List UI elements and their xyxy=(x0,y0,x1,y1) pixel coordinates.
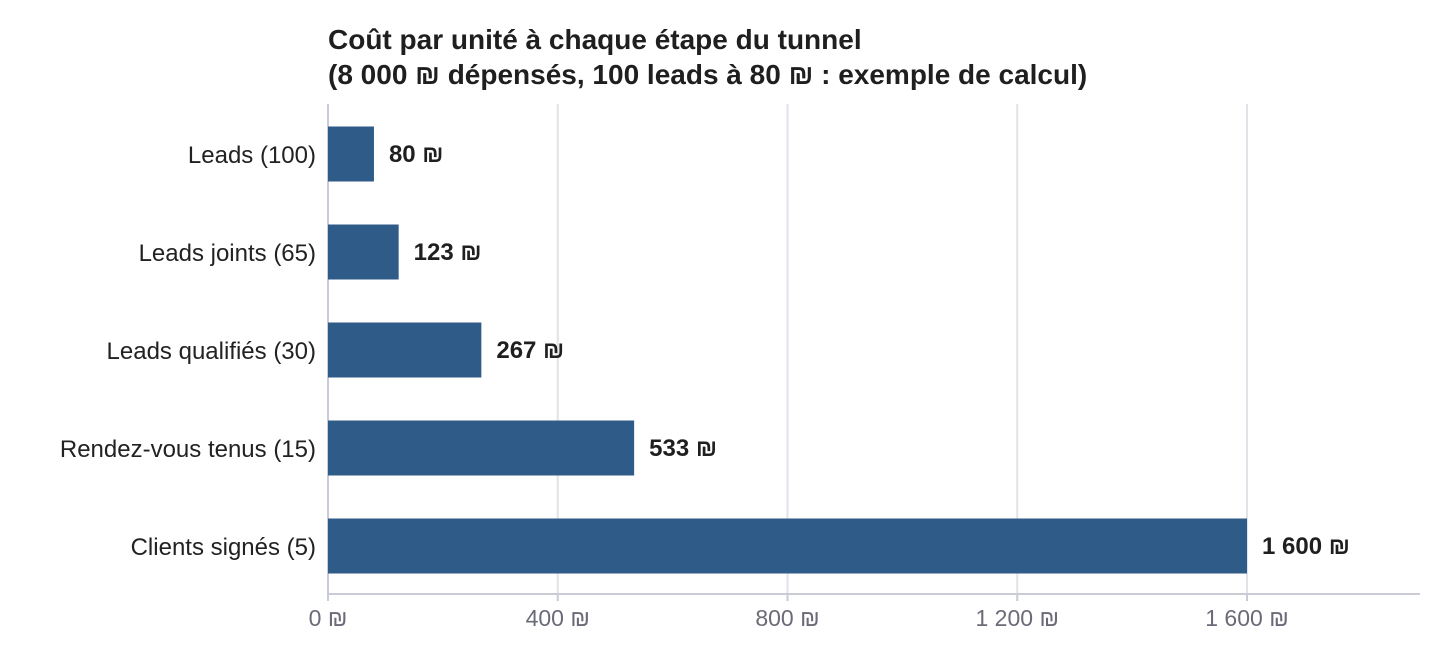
category-label-3: Rendez-vous tenus (15) xyxy=(60,436,316,463)
x-tick-label-4: 1 600 ₪ xyxy=(1205,605,1288,631)
chart-title-line: Coût par unité à chaque étape du tunnel xyxy=(328,24,862,55)
value-label-4: 1 600 ₪ xyxy=(1262,533,1350,560)
bar-3 xyxy=(328,420,635,476)
category-label-4: Clients signés (5) xyxy=(131,534,316,561)
category-label-2: Leads qualifiés (30) xyxy=(107,338,316,365)
x-tick-label-2: 800 ₪ xyxy=(755,605,819,631)
bar-4 xyxy=(328,518,1247,574)
bar-0 xyxy=(328,126,374,182)
category-label-0: Leads (100) xyxy=(188,142,316,169)
x-tick-label-1: 400 ₪ xyxy=(526,605,590,631)
value-label-2: 267 ₪ xyxy=(496,337,564,364)
chart-subtitle-line: (8 000 ₪ dépensés, 100 leads à 80 ₪ : ex… xyxy=(328,59,1088,90)
value-label-1: 123 ₪ xyxy=(414,239,482,266)
bar-2 xyxy=(328,322,482,378)
category-label-1: Leads joints (65) xyxy=(139,240,316,267)
x-tick-label-0: 0 ₪ xyxy=(309,605,348,631)
value-label-0: 80 ₪ xyxy=(389,141,444,168)
x-tick-label-3: 1 200 ₪ xyxy=(976,605,1059,631)
bar-1 xyxy=(328,224,399,280)
value-label-3: 533 ₪ xyxy=(649,435,717,462)
chart-title: Coût par unité à chaque étape du tunnel … xyxy=(328,22,1087,92)
